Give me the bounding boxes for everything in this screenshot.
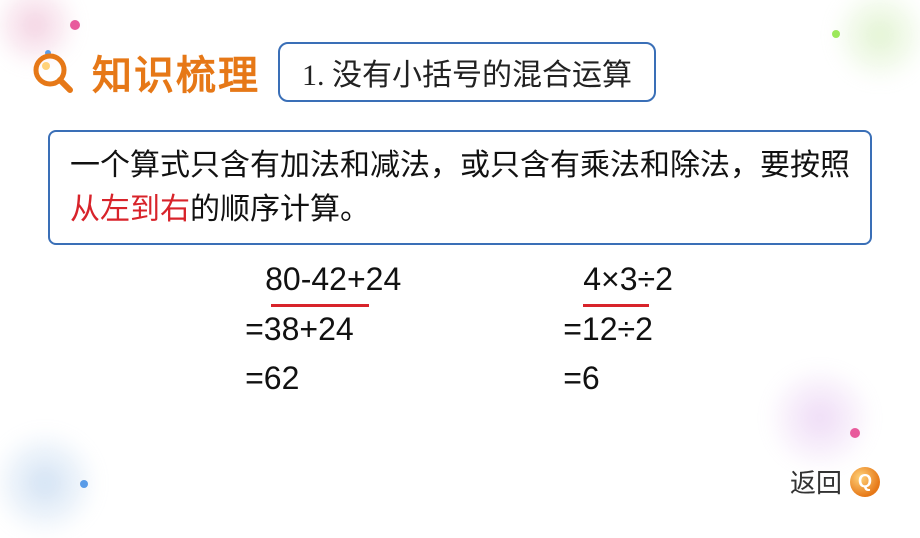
rule-highlight: 从左到右	[70, 193, 190, 226]
decor-splash	[830, 0, 920, 85]
page-title: 知识梳理	[92, 43, 260, 101]
underline	[583, 304, 649, 307]
rule-post: 的顺序计算。	[190, 193, 370, 226]
example-left: 80-42+24 =38+24 =62	[245, 255, 403, 404]
step: =12÷2	[563, 305, 653, 355]
decor-dot	[70, 20, 80, 30]
expression-text: 80-42+24	[265, 261, 401, 297]
expression: 80-42+24	[263, 255, 403, 305]
return-button[interactable]: 返回 Q	[790, 463, 880, 500]
underline	[271, 304, 369, 307]
subtitle-box: 1. 没有小括号的混合运算	[278, 42, 656, 102]
expression-text: 4×3÷2	[583, 261, 673, 297]
q-magnifier-icon	[30, 50, 74, 94]
rule-pre: 一个算式只含有加法和减法，或只含有乘法和除法，要按照	[70, 149, 850, 182]
step: =38+24	[245, 305, 354, 355]
examples: 80-42+24 =38+24 =62 4×3÷2 =12÷2 =6	[0, 255, 920, 404]
return-icon: Q	[850, 467, 880, 497]
example-right: 4×3÷2 =12÷2 =6	[563, 255, 675, 404]
step: =6	[563, 354, 599, 404]
rule-box: 一个算式只含有加法和减法，或只含有乘法和除法，要按照从左到右的顺序计算。	[48, 130, 872, 245]
header: 知识梳理 1. 没有小括号的混合运算	[30, 42, 656, 102]
decor-dot	[850, 428, 860, 438]
decor-dot	[80, 480, 88, 488]
decor-dot	[832, 30, 840, 38]
step: =62	[245, 354, 299, 404]
return-label: 返回	[790, 463, 842, 500]
expression: 4×3÷2	[581, 255, 675, 305]
